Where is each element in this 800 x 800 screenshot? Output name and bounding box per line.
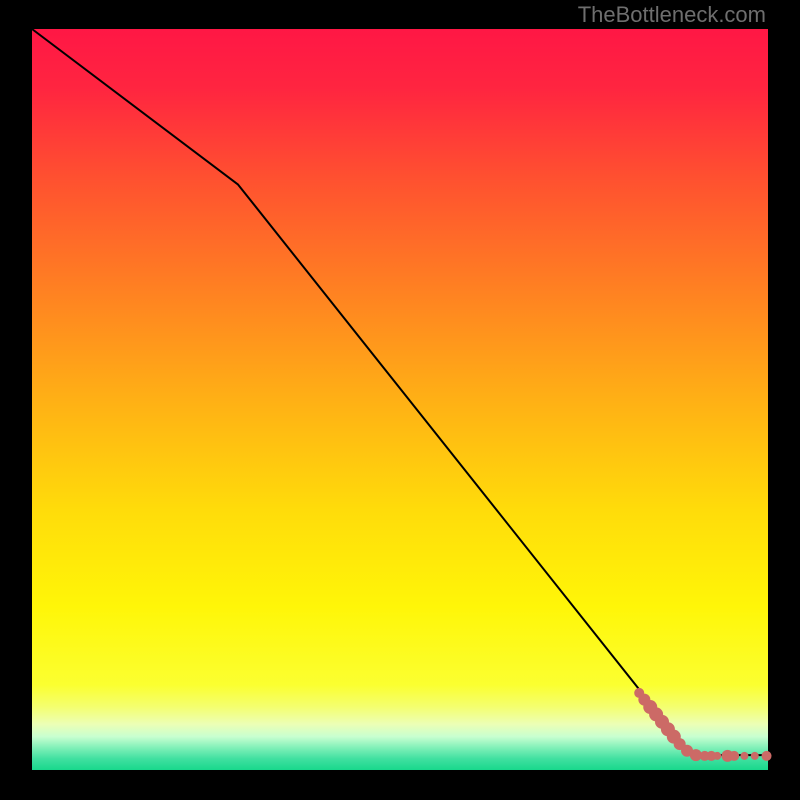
- chart-svg: [0, 0, 800, 800]
- data-marker: [729, 751, 739, 761]
- data-marker: [762, 751, 772, 761]
- bottleneck-curve: [32, 29, 768, 755]
- data-marker: [751, 752, 759, 760]
- data-marker: [713, 752, 721, 760]
- data-marker: [740, 752, 748, 760]
- chart-frame: TheBottleneck.com: [0, 0, 800, 800]
